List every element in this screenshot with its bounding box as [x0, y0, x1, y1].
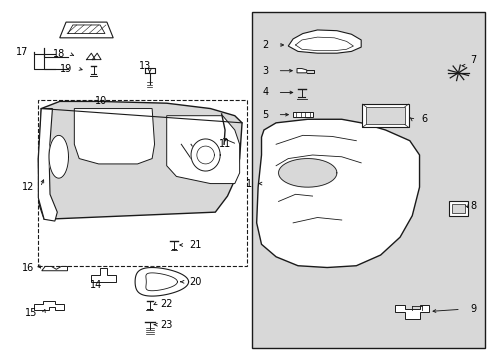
Text: 17: 17 — [16, 47, 28, 57]
Text: 2: 2 — [262, 40, 268, 50]
Polygon shape — [287, 30, 361, 53]
Text: 6: 6 — [421, 114, 427, 124]
Polygon shape — [394, 305, 428, 319]
Text: 5: 5 — [262, 110, 268, 120]
Text: 21: 21 — [189, 240, 202, 250]
Polygon shape — [74, 109, 154, 164]
Polygon shape — [38, 109, 57, 221]
Bar — [448, 202, 467, 216]
Polygon shape — [41, 266, 67, 271]
Bar — [362, 104, 408, 127]
Bar — [451, 204, 464, 213]
Text: 9: 9 — [469, 304, 475, 314]
Polygon shape — [49, 135, 68, 178]
Bar — [38, 100, 246, 266]
Polygon shape — [278, 158, 336, 187]
Bar — [292, 112, 312, 117]
Polygon shape — [135, 267, 188, 296]
Text: 15: 15 — [25, 308, 38, 318]
Text: 18: 18 — [53, 49, 65, 59]
Text: 19: 19 — [60, 64, 72, 73]
Text: 3: 3 — [262, 66, 268, 76]
Bar — [251, 12, 484, 348]
Polygon shape — [166, 116, 239, 184]
Polygon shape — [191, 139, 220, 171]
Text: 11: 11 — [219, 139, 231, 149]
Polygon shape — [34, 301, 63, 310]
Text: 22: 22 — [160, 299, 173, 309]
Text: 14: 14 — [90, 280, 102, 291]
Polygon shape — [256, 119, 419, 267]
Text: 7: 7 — [469, 55, 475, 65]
Text: 1: 1 — [246, 179, 252, 189]
Polygon shape — [296, 68, 306, 73]
Bar — [366, 107, 404, 125]
Text: 8: 8 — [469, 201, 475, 211]
Text: 12: 12 — [22, 182, 34, 192]
Polygon shape — [38, 102, 242, 219]
Text: 16: 16 — [22, 262, 34, 273]
Polygon shape — [60, 22, 113, 38]
Text: 10: 10 — [95, 96, 107, 107]
Text: 20: 20 — [189, 277, 202, 287]
Text: 13: 13 — [139, 61, 151, 71]
Text: 4: 4 — [262, 87, 268, 98]
Polygon shape — [91, 268, 116, 282]
Text: 23: 23 — [160, 320, 173, 330]
